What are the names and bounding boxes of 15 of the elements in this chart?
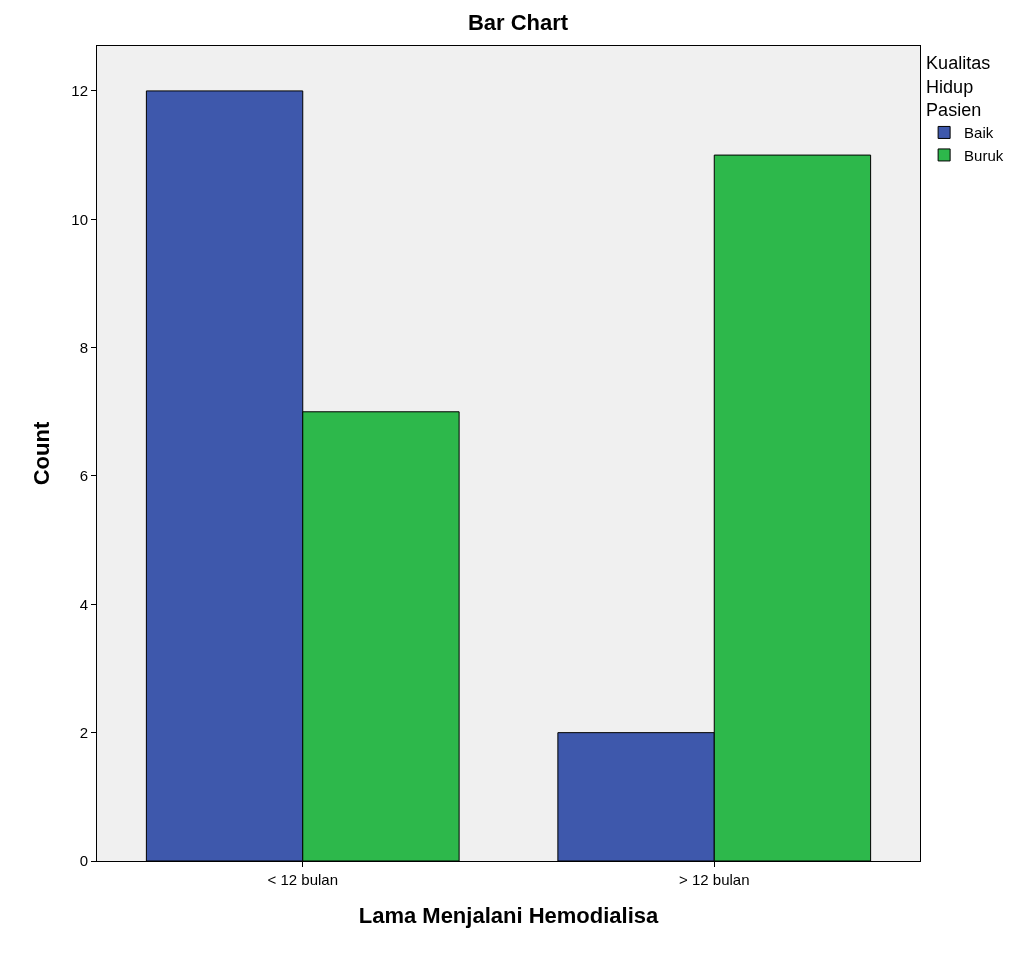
y-axis-title: Count (29, 421, 55, 486)
x-tick-label: > 12 bulan (679, 871, 750, 888)
y-tick-label: 0 (79, 852, 88, 870)
y-tick-label: 2 (79, 723, 88, 741)
x-axis-title: Lama Menjalani Hemodialisa (358, 902, 660, 928)
y-tick-label: 8 (79, 338, 88, 356)
chart-title: Bar Chart (467, 9, 569, 35)
legend-label: Buruk (964, 146, 1004, 164)
legend-label: Baik (964, 124, 994, 142)
y-tick-label: 10 (71, 210, 88, 228)
legend-title: Kualitas Hidup Pasien (926, 53, 991, 121)
y-tick-label: 4 (79, 595, 88, 613)
x-tick-label: < 12 bulan (267, 871, 338, 888)
y-tick-label: 12 (71, 82, 88, 100)
y-tick-label: 6 (79, 467, 88, 485)
